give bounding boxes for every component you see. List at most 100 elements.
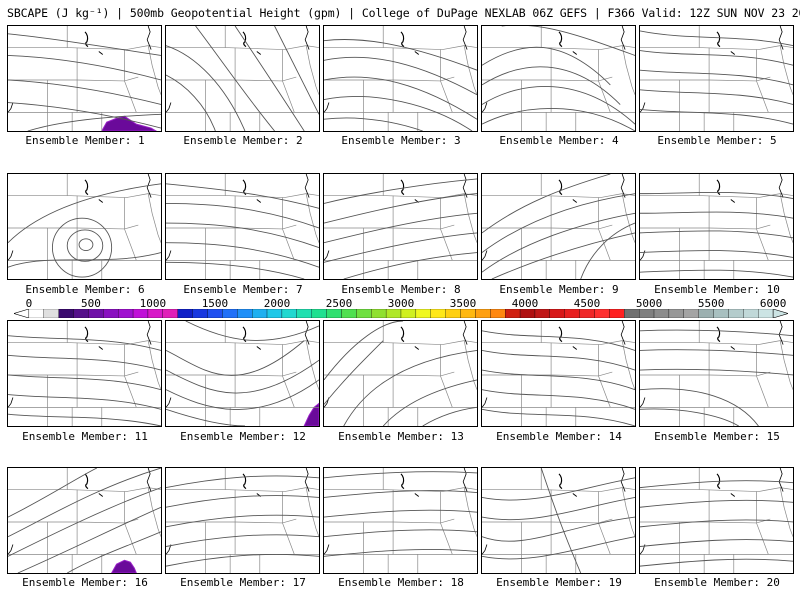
ensemble-member-label: Ensemble Member: 3	[341, 134, 461, 147]
colorbar-bin	[132, 309, 149, 318]
colorbar-bin	[252, 309, 268, 318]
colorbar-bin	[192, 309, 208, 318]
ensemble-member-map	[323, 173, 478, 280]
ensemble-member-map	[323, 467, 478, 574]
page-title: SBCAPE (J kg⁻¹) | 500mb Geopotential Hei…	[7, 6, 800, 20]
colorbar-tick-label: 1000	[139, 297, 167, 310]
ensemble-member-label: Ensemble Member: 19	[496, 576, 622, 589]
colorbar-bin	[28, 309, 44, 318]
colorbar-bin	[430, 309, 446, 318]
ensemble-member-map	[323, 25, 478, 132]
colorbar-bin	[609, 309, 625, 318]
colorbar-tick-label: 3500	[449, 297, 477, 310]
ensemble-member-map	[165, 25, 320, 132]
ensemble-member-map	[481, 25, 636, 132]
colorbar-tick-label: 3000	[387, 297, 415, 310]
colorbar-tick-label: 0	[25, 297, 33, 310]
ensemble-member-map	[7, 25, 162, 132]
ensemble-member-label: Ensemble Member: 14	[496, 430, 622, 443]
colorbar-bin	[311, 309, 327, 318]
colorbar-bin	[490, 309, 506, 318]
colorbar-bin	[385, 309, 402, 318]
colorbar-bin	[728, 309, 744, 318]
colorbar-tick-label: 5500	[697, 297, 725, 310]
ensemble-member-map	[639, 173, 794, 280]
colorbar-tick-label: 4000	[511, 297, 539, 310]
colorbar-bin	[758, 309, 774, 318]
colorbar-bin	[73, 309, 89, 318]
ensemble-member-label: Ensemble Member: 15	[654, 430, 780, 443]
ensemble-member-label: Ensemble Member: 17	[180, 576, 306, 589]
colorbar-bin	[356, 309, 372, 318]
colorbar-bin	[549, 309, 565, 318]
colorbar-bin	[698, 309, 714, 318]
colorbar-bin	[534, 309, 550, 318]
colorbar	[14, 309, 788, 318]
colorbar-bin	[103, 309, 119, 318]
ensemble-member-map	[165, 173, 320, 280]
ensemble-member-map	[639, 467, 794, 574]
colorbar-bin	[281, 309, 297, 318]
ensemble-member-label: Ensemble Member: 20	[654, 576, 780, 589]
ensemble-member-map	[481, 467, 636, 574]
colorbar-bin	[222, 309, 238, 318]
ensemble-member-map	[481, 320, 636, 427]
colorbar-bin	[460, 309, 476, 318]
ensemble-member-label: Ensemble Member: 11	[22, 430, 148, 443]
ensemble-member-map	[165, 467, 320, 574]
colorbar-bin	[415, 309, 431, 318]
colorbar-bin	[445, 309, 461, 318]
colorbar-bin	[579, 309, 595, 318]
ensemble-member-label: Ensemble Member: 6	[25, 283, 145, 296]
ensemble-member-map	[165, 320, 320, 427]
colorbar-bin	[475, 309, 491, 318]
ensemble-member-label: Ensemble Member: 1	[25, 134, 145, 147]
colorbar-bin	[713, 309, 729, 318]
colorbar-bin	[743, 309, 759, 318]
ensemble-member-label: Ensemble Member: 18	[338, 576, 464, 589]
colorbar-bin	[237, 309, 253, 318]
colorbar-tick-label: 5000	[635, 297, 663, 310]
ensemble-member-label: Ensemble Member: 16	[22, 576, 148, 589]
colorbar-bin	[624, 309, 640, 318]
colorbar-right-arrow	[772, 309, 788, 318]
colorbar-bin	[43, 309, 59, 318]
ensemble-member-label: Ensemble Member: 7	[183, 283, 303, 296]
colorbar-bin	[118, 309, 134, 318]
colorbar-bin	[519, 309, 536, 318]
colorbar-bin	[594, 309, 610, 318]
colorbar-bin	[88, 309, 104, 318]
ensemble-member-map	[639, 320, 794, 427]
colorbar-bin	[266, 309, 283, 318]
ensemble-member-map	[7, 173, 162, 280]
colorbar-bin	[653, 309, 670, 318]
colorbar-bin	[505, 309, 521, 318]
ensemble-member-label: Ensemble Member: 2	[183, 134, 303, 147]
colorbar-tick-label: 6000	[759, 297, 787, 310]
ensemble-member-label: Ensemble Member: 10	[654, 283, 780, 296]
ensemble-member-map	[7, 467, 162, 574]
colorbar-bin	[177, 309, 193, 318]
ensemble-member-label: Ensemble Member: 4	[499, 134, 619, 147]
colorbar-bin	[639, 309, 655, 318]
ensemble-member-label: Ensemble Member: 5	[657, 134, 777, 147]
colorbar-bin	[296, 309, 312, 318]
colorbar-bin	[668, 309, 684, 318]
ensemble-member-label: Ensemble Member: 9	[499, 283, 619, 296]
colorbar-tick-label: 2000	[263, 297, 291, 310]
colorbar-tick-label: 4500	[573, 297, 601, 310]
colorbar-bin	[371, 309, 387, 318]
colorbar-bin	[683, 309, 699, 318]
ensemble-member-map	[323, 320, 478, 427]
ensemble-member-label: Ensemble Member: 12	[180, 430, 306, 443]
ensemble-member-label: Ensemble Member: 8	[341, 283, 461, 296]
ensemble-member-map	[639, 25, 794, 132]
colorbar-tick-label: 2500	[325, 297, 353, 310]
colorbar-bin	[162, 309, 178, 318]
colorbar-bin	[400, 309, 417, 318]
colorbar-bin	[58, 309, 74, 318]
colorbar-tick-label: 500	[80, 297, 101, 310]
colorbar-bin	[147, 309, 163, 318]
ensemble-member-map	[7, 320, 162, 427]
ensemble-member-map	[481, 173, 636, 280]
